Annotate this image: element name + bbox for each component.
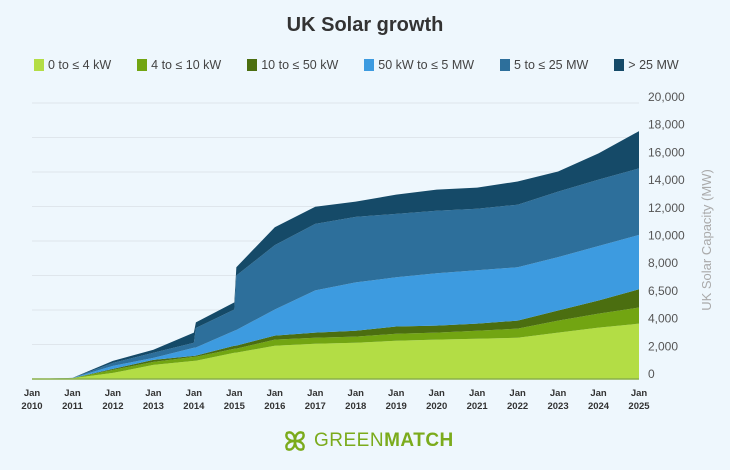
- x-tick-label: 2021: [467, 401, 489, 412]
- x-tick-label: Jan: [267, 388, 284, 399]
- chart-title: UK Solar growth: [286, 14, 444, 36]
- x-tick-label: Jan: [428, 388, 445, 399]
- greenmatch-logo: GREEN MATCH: [282, 428, 454, 454]
- x-tick-label: 2019: [386, 401, 407, 412]
- x-tick-label: 2017: [305, 401, 326, 412]
- logo-text-light: GREEN: [314, 430, 385, 451]
- area-series-3: [32, 289, 639, 379]
- legend-swatch: [500, 59, 511, 71]
- x-tick-label: Jan: [509, 388, 526, 399]
- legend-swatch: [247, 59, 258, 71]
- legend-item[interactable]: 5 to ≤ 25 MW: [500, 58, 588, 72]
- clover-icon: [285, 431, 305, 451]
- y-tick-label: 12,000: [648, 201, 685, 215]
- x-tick-label: Jan: [226, 388, 243, 399]
- legend-item[interactable]: 10 to ≤ 50 kW: [247, 58, 338, 72]
- y-tick-label: 16,000: [648, 145, 685, 159]
- x-tick-label: 2013: [143, 401, 164, 412]
- y-tick-label: 18,000: [648, 118, 685, 132]
- y-tick-label: 6,500: [648, 284, 678, 298]
- y-tick-label: 14,000: [648, 173, 685, 187]
- legend-swatch: [34, 59, 44, 71]
- logo-text-bold: MATCH: [384, 430, 454, 451]
- x-tick-label: 2020: [426, 401, 447, 412]
- area-series-2: [32, 307, 639, 379]
- legend-label: 10 to ≤ 50 kW: [261, 58, 339, 72]
- x-tick-label: Jan: [590, 388, 607, 399]
- x-tick-label: 2010: [21, 401, 42, 412]
- y-tick-label: 0: [648, 367, 655, 381]
- x-tick-label: Jan: [348, 388, 365, 399]
- legend-swatch: [364, 59, 375, 71]
- legend-item[interactable]: 4 to ≤ 10 kW: [137, 58, 221, 72]
- x-tick-label: Jan: [550, 388, 567, 399]
- area-series-1: [32, 323, 639, 379]
- x-tick-label: 2014: [183, 401, 205, 412]
- legend: 0 to ≤ 4 kW 4 to ≤ 10 kW 10 to ≤ 50 kW 5…: [34, 58, 705, 72]
- area-series-5: [32, 168, 639, 379]
- x-tick-label: 2022: [507, 401, 528, 412]
- y-tick-label: 4,000: [648, 312, 678, 326]
- legend-label: 50 kW to ≤ 5 MW: [378, 58, 475, 72]
- x-tick-label: Jan: [186, 388, 203, 399]
- y-tick-label: 10,000: [648, 229, 685, 243]
- x-tick-label: Jan: [24, 388, 41, 399]
- x-tick-label: 2025: [628, 401, 650, 412]
- x-tick-label: 2024: [588, 401, 610, 412]
- legend-item[interactable]: 50 kW to ≤ 5 MW: [364, 58, 474, 72]
- legend-label: 4 to ≤ 10 kW: [151, 58, 222, 72]
- x-tick-label: 2012: [102, 401, 123, 412]
- x-tick-label: Jan: [307, 388, 324, 399]
- legend-label: 5 to ≤ 25 MW: [514, 58, 589, 72]
- x-tick-label: 2011: [62, 401, 83, 412]
- x-tick-label: Jan: [64, 388, 81, 399]
- legend-swatch: [614, 59, 625, 71]
- area-series-6: [32, 131, 639, 379]
- x-tick-label: 2023: [547, 401, 568, 412]
- legend-label: > 25 MW: [628, 58, 679, 72]
- legend-item[interactable]: > 25 MW: [614, 58, 679, 72]
- y-tick-label: 2,000: [648, 339, 678, 353]
- x-tick-label: Jan: [388, 388, 405, 399]
- legend-item[interactable]: 0 to ≤ 4 kW: [34, 58, 111, 72]
- x-tick-label: Jan: [469, 388, 486, 399]
- legend-label: 0 to ≤ 4 kW: [48, 58, 112, 72]
- y-tick-label: 20,000: [648, 90, 685, 104]
- x-tick-label: 2015: [224, 401, 246, 412]
- area-series-4: [32, 234, 639, 379]
- y-tick-label: 8,000: [648, 256, 678, 270]
- y-axis-label: UK Solar Capacity (MW): [699, 169, 714, 311]
- x-tick-label: Jan: [105, 388, 122, 399]
- x-tick-label: Jan: [631, 388, 648, 399]
- x-tick-label: 2016: [264, 401, 285, 412]
- x-tick-label: Jan: [145, 388, 162, 399]
- x-tick-label: 2018: [345, 401, 366, 412]
- legend-swatch: [137, 59, 148, 71]
